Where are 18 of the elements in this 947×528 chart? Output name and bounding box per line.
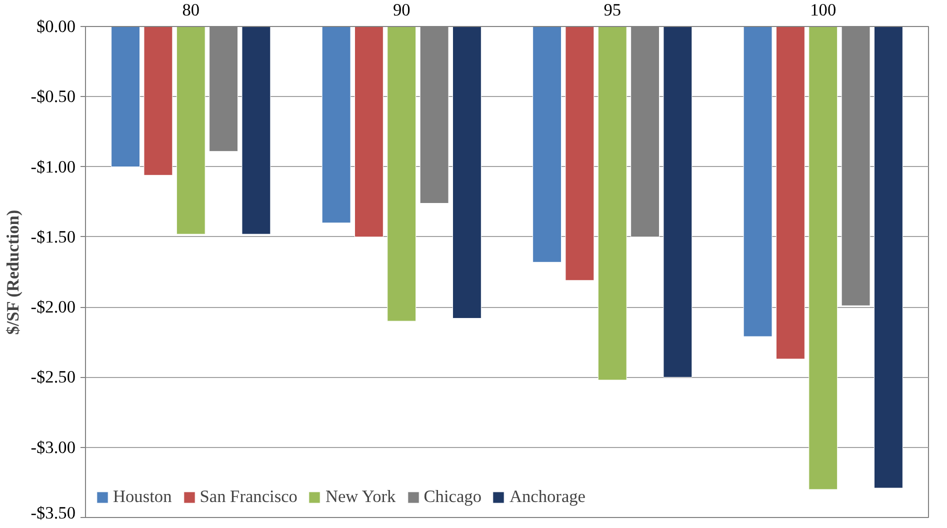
x-tick-label: 80 [182,0,200,20]
legend-label: San Francisco [200,487,298,507]
legend-label: Chicago [424,487,482,507]
x-tick-label: 100 [810,0,836,20]
legend-label: Houston [113,487,172,507]
y-tick-label: -$0.50 [30,87,76,106]
y-tick-label: $0.00 [36,17,76,36]
legend-label: New York [325,487,396,507]
x-tick-label: 95 [604,0,622,20]
y-tick-label: -$3.00 [30,438,76,457]
legend-label: Anchorage [509,487,586,507]
y-tick-label: -$3.50 [30,504,76,522]
y-axis-title: $/SF (Reduction) [4,210,23,335]
y-tick-label: -$2.00 [30,298,76,317]
x-tick-label: 90 [392,0,410,20]
y-tick-label: -$1.00 [30,157,76,176]
y-tick-label: -$1.50 [30,227,76,246]
y-tick-label: -$2.50 [30,368,76,387]
